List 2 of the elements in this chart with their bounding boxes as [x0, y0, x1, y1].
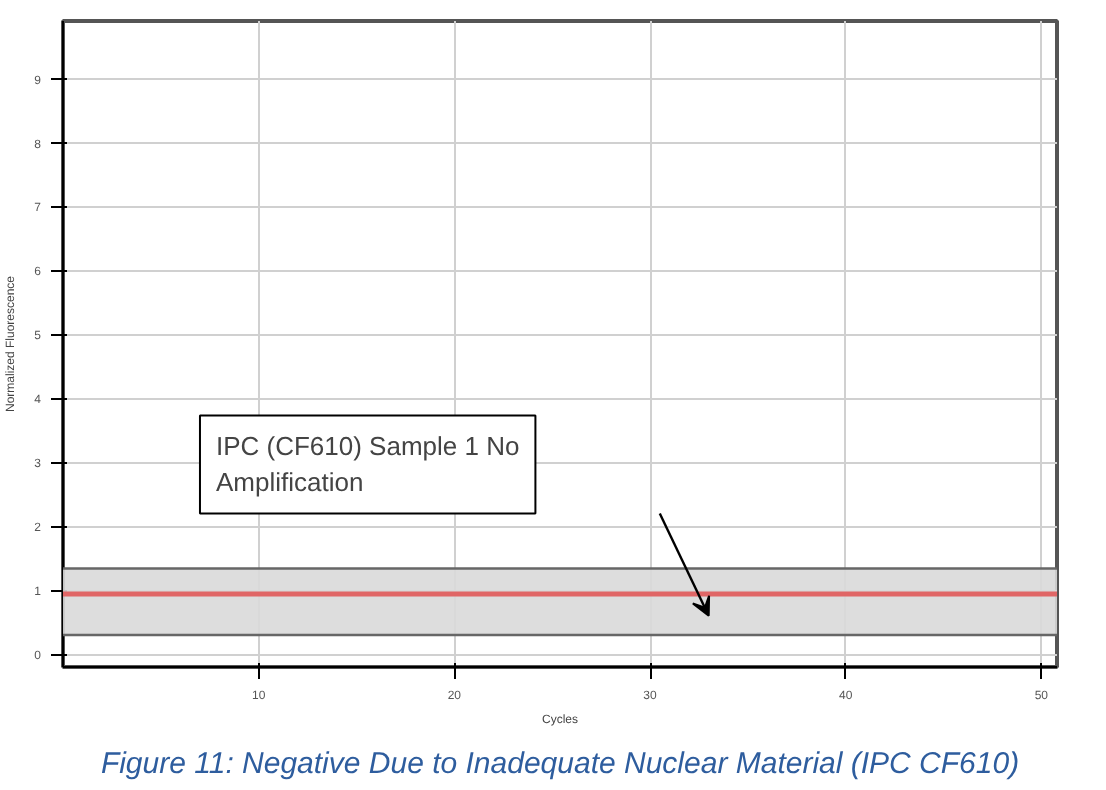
text: Figure 11: Negative Due to Inadequate Nuclear Material (IPC CF610)	[100, 747, 1020, 781]
annotation: IPC (CF610) Sample 1 No Amplification	[215, 431, 520, 498]
